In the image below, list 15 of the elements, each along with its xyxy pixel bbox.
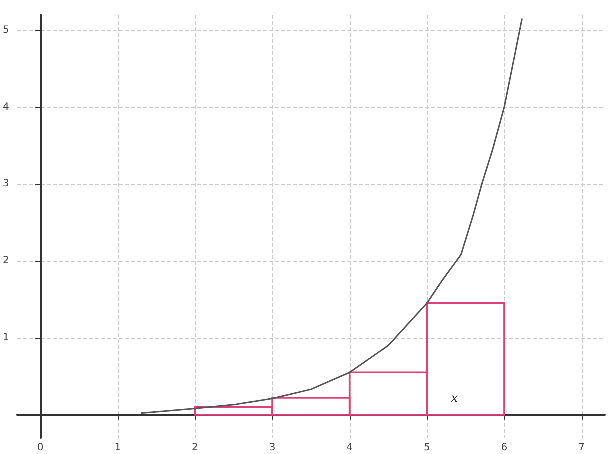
x-tick-label: 1 [114,442,122,454]
y-tick-label: 2 [2,256,10,267]
y-tick-label: 1 [2,332,10,344]
y-tick-label: 3 [2,178,10,190]
y-tick-label: 4 [2,102,10,113]
x-tick-label: 3 [269,442,276,454]
x-tick-label: 2 [192,442,198,454]
x-tick-label: 4 [346,442,354,454]
x-tick-label: 6 [501,442,508,454]
x-tick-label: 5 [424,442,430,454]
x-tick-label: 7 [578,442,585,454]
y-tick-label: 5 [2,24,10,36]
line-series [140,18,524,414]
annotation: x [451,391,458,405]
x-tick-label: 0 [37,442,44,454]
